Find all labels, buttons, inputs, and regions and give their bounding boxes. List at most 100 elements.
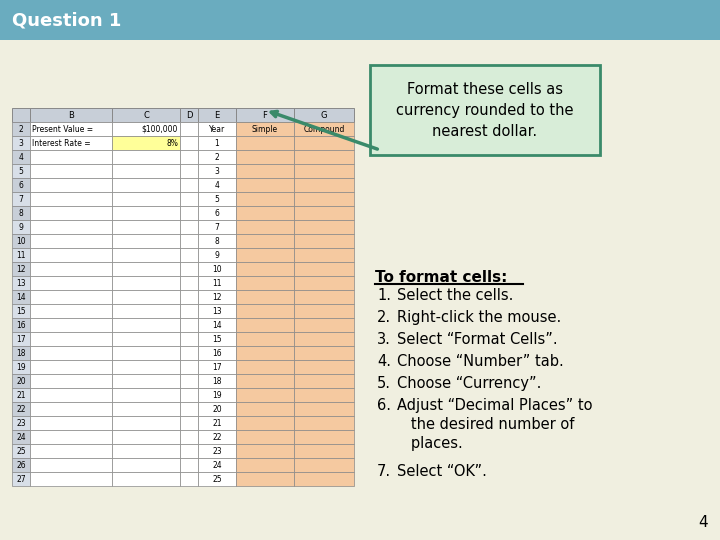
Bar bbox=[294, 304, 354, 318]
Text: 9: 9 bbox=[19, 222, 24, 232]
Text: 18: 18 bbox=[212, 376, 222, 386]
Bar bbox=[294, 136, 354, 150]
Bar bbox=[30, 276, 112, 290]
Bar bbox=[112, 164, 180, 178]
Text: $100,000: $100,000 bbox=[142, 125, 178, 133]
Bar bbox=[198, 346, 236, 360]
Bar bbox=[236, 220, 294, 234]
Bar bbox=[198, 192, 236, 206]
Text: F: F bbox=[263, 111, 267, 119]
Bar bbox=[180, 136, 198, 150]
Text: 11: 11 bbox=[212, 279, 222, 287]
Bar bbox=[236, 472, 294, 486]
Bar bbox=[112, 472, 180, 486]
Text: 14: 14 bbox=[16, 293, 26, 301]
Text: 23: 23 bbox=[16, 418, 26, 428]
Bar bbox=[236, 374, 294, 388]
Bar bbox=[12, 206, 30, 220]
Text: 5.: 5. bbox=[377, 376, 391, 391]
Bar bbox=[30, 360, 112, 374]
Bar bbox=[180, 206, 198, 220]
Bar bbox=[12, 332, 30, 346]
Text: 7.: 7. bbox=[377, 464, 391, 479]
Bar bbox=[30, 402, 112, 416]
Text: B: B bbox=[68, 111, 74, 119]
Bar bbox=[236, 430, 294, 444]
Bar bbox=[236, 178, 294, 192]
Bar bbox=[112, 192, 180, 206]
Bar bbox=[198, 136, 236, 150]
Text: 11: 11 bbox=[17, 251, 26, 260]
Bar bbox=[198, 472, 236, 486]
Bar bbox=[12, 136, 30, 150]
Bar bbox=[198, 416, 236, 430]
Bar bbox=[180, 374, 198, 388]
Bar bbox=[30, 374, 112, 388]
Bar bbox=[294, 332, 354, 346]
Bar bbox=[180, 388, 198, 402]
Text: 6.: 6. bbox=[377, 398, 391, 413]
Bar bbox=[198, 248, 236, 262]
Bar bbox=[198, 458, 236, 472]
Text: C: C bbox=[143, 111, 149, 119]
Text: 1: 1 bbox=[215, 138, 220, 147]
Text: 3: 3 bbox=[215, 166, 220, 176]
Text: Present Value =: Present Value = bbox=[32, 125, 93, 133]
Bar bbox=[112, 276, 180, 290]
Bar bbox=[30, 220, 112, 234]
Bar bbox=[180, 416, 198, 430]
Text: 27: 27 bbox=[16, 475, 26, 483]
Bar bbox=[112, 178, 180, 192]
Bar bbox=[30, 206, 112, 220]
Bar bbox=[236, 136, 294, 150]
Bar bbox=[30, 136, 112, 150]
Bar bbox=[180, 346, 198, 360]
Bar bbox=[198, 108, 236, 122]
Text: 6: 6 bbox=[19, 180, 24, 190]
Text: 13: 13 bbox=[16, 279, 26, 287]
Text: 3.: 3. bbox=[377, 332, 391, 347]
Bar bbox=[12, 374, 30, 388]
Text: 26: 26 bbox=[16, 461, 26, 469]
Text: G: G bbox=[320, 111, 328, 119]
Bar bbox=[12, 458, 30, 472]
Bar bbox=[180, 220, 198, 234]
Bar bbox=[12, 178, 30, 192]
Bar bbox=[30, 458, 112, 472]
Bar bbox=[12, 150, 30, 164]
Bar bbox=[198, 374, 236, 388]
Text: 15: 15 bbox=[212, 334, 222, 343]
Bar bbox=[12, 164, 30, 178]
Bar bbox=[180, 178, 198, 192]
Text: Choose “Currency”.: Choose “Currency”. bbox=[397, 376, 541, 391]
Text: E: E bbox=[215, 111, 220, 119]
Bar bbox=[12, 402, 30, 416]
Bar bbox=[30, 388, 112, 402]
Bar bbox=[294, 150, 354, 164]
Bar bbox=[198, 234, 236, 248]
Bar bbox=[12, 360, 30, 374]
Bar bbox=[30, 150, 112, 164]
Bar bbox=[198, 290, 236, 304]
Bar bbox=[236, 458, 294, 472]
Bar bbox=[30, 318, 112, 332]
Bar bbox=[198, 430, 236, 444]
Bar bbox=[198, 318, 236, 332]
Text: 19: 19 bbox=[16, 362, 26, 372]
Bar bbox=[236, 122, 294, 136]
Text: 10: 10 bbox=[16, 237, 26, 246]
Bar bbox=[198, 304, 236, 318]
Bar bbox=[12, 318, 30, 332]
Text: Format these cells as
currency rounded to the
nearest dollar.: Format these cells as currency rounded t… bbox=[396, 82, 574, 138]
Bar bbox=[180, 262, 198, 276]
Text: 25: 25 bbox=[212, 475, 222, 483]
Bar bbox=[30, 122, 112, 136]
Text: 15: 15 bbox=[16, 307, 26, 315]
Bar bbox=[236, 164, 294, 178]
Text: Select the cells.: Select the cells. bbox=[397, 288, 513, 303]
Bar bbox=[180, 290, 198, 304]
Bar bbox=[294, 290, 354, 304]
Bar bbox=[236, 332, 294, 346]
Bar bbox=[180, 444, 198, 458]
Bar bbox=[30, 430, 112, 444]
